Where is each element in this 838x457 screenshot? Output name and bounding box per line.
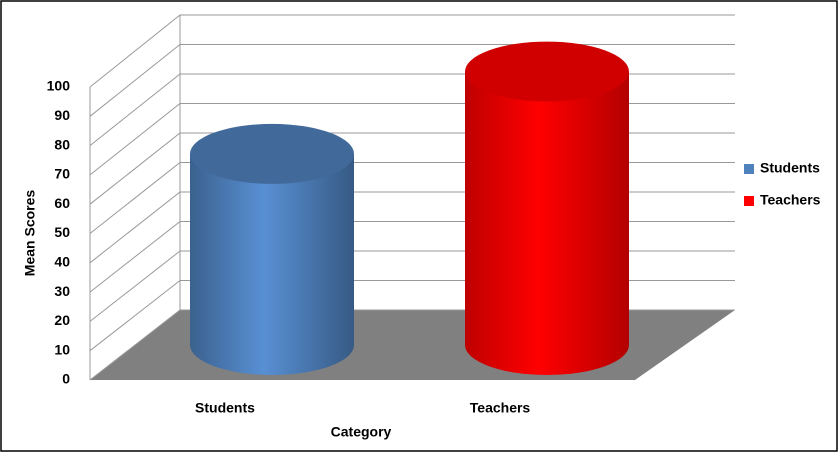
legend-swatch xyxy=(744,164,754,174)
y-tick-label: 40 xyxy=(54,254,70,270)
y-tick-label: 60 xyxy=(54,195,70,211)
y-tick-label: 90 xyxy=(54,107,70,123)
legend-swatch xyxy=(744,196,754,206)
x-tick-label: Students xyxy=(195,400,255,416)
x-tick-label: Teachers xyxy=(470,400,531,416)
y-tick-label: 0 xyxy=(62,371,70,387)
y-tick-label: 30 xyxy=(54,283,70,299)
y-tick-label: 80 xyxy=(54,136,70,152)
y-tick-label: 20 xyxy=(54,312,70,328)
y-tick-label: 10 xyxy=(54,341,70,357)
y-tick-label: 100 xyxy=(47,78,71,94)
bar-top xyxy=(190,123,354,184)
y-tick-label: 70 xyxy=(54,166,70,182)
y-axis-label: Mean Scores xyxy=(22,190,38,277)
bar-cylinder xyxy=(190,153,354,375)
floor xyxy=(90,310,735,380)
bar-top xyxy=(465,41,629,102)
legend-label: Students xyxy=(760,160,820,176)
bar-cylinder xyxy=(465,71,629,375)
x-axis-label: Category xyxy=(331,424,392,440)
legend-label: Teachers xyxy=(760,192,821,208)
y-tick-label: 50 xyxy=(54,224,70,240)
